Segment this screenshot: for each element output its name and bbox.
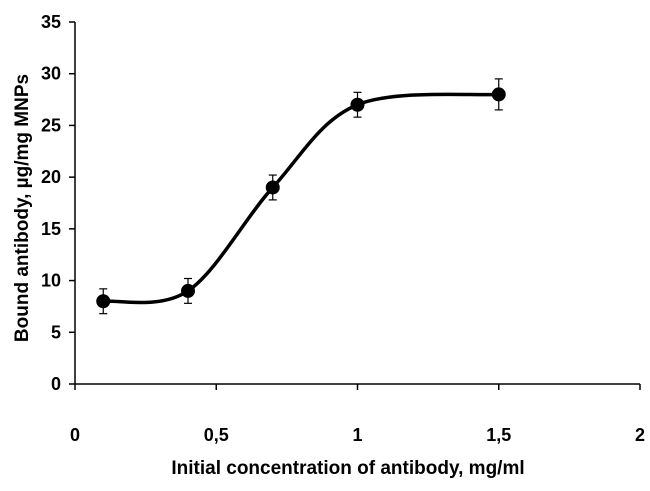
y-tick-label: 25 — [41, 115, 61, 135]
x-tick-label: 2 — [635, 425, 645, 445]
data-point — [96, 294, 111, 309]
y-tick-label: 20 — [41, 167, 61, 187]
error-bars — [99, 78, 503, 315]
data-point — [491, 87, 506, 102]
y-axis-title: Bound antibody, µg/mg MNPs — [12, 74, 33, 342]
x-tick-label: 0,5 — [204, 425, 229, 445]
x-tick-label: 1,5 — [486, 425, 511, 445]
x-tick-label: 0 — [70, 425, 80, 445]
data-point — [181, 283, 195, 298]
data-point — [265, 180, 280, 195]
y-tick-label: 0 — [51, 374, 61, 394]
y-tick-label: 5 — [51, 322, 61, 342]
series-curve — [103, 92, 499, 305]
data-point — [350, 97, 365, 112]
y-axis-ticks: 0 5 10 15 20 25 30 35 — [41, 12, 75, 394]
x-axis-title: Initial concentration of antibody, mg/ml — [171, 458, 524, 479]
x-axis-ticks: 0 0,5 1 1,5 2 — [70, 384, 645, 445]
y-tick-label: 30 — [41, 64, 61, 84]
y-tick-label: 15 — [41, 219, 61, 239]
axes — [74, 22, 640, 385]
data-points — [96, 87, 506, 309]
y-tick-label: 10 — [41, 271, 61, 291]
x-tick-label: 1 — [352, 425, 362, 445]
y-tick-label: 35 — [41, 12, 61, 32]
